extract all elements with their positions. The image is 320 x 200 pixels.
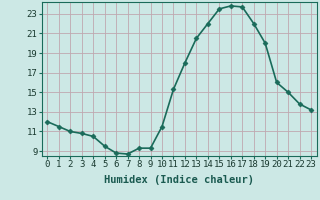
X-axis label: Humidex (Indice chaleur): Humidex (Indice chaleur) [104,175,254,185]
